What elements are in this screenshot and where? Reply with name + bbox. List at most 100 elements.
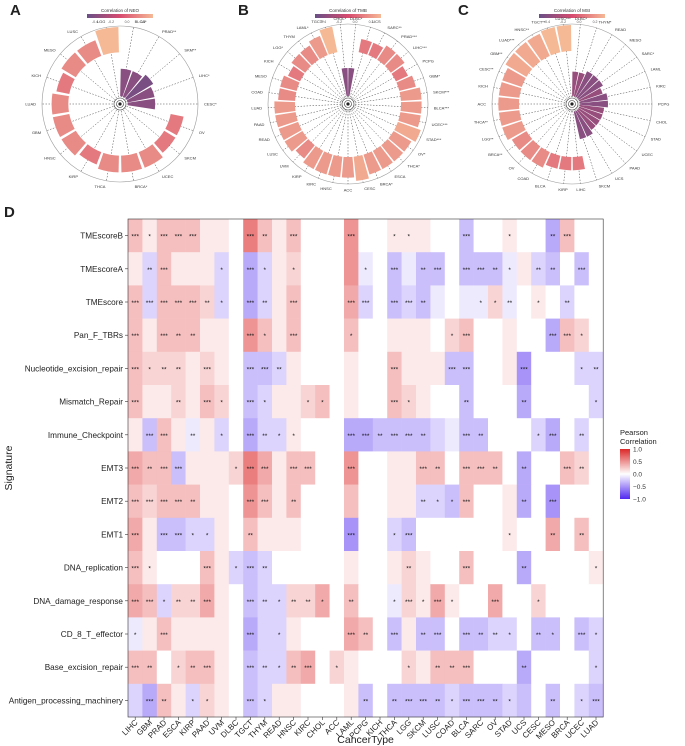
heatmap-significance-label: * [480, 300, 483, 307]
heatmap-cell [588, 584, 604, 618]
heatmap-significance-label: *** [563, 333, 571, 340]
heatmap-significance-label: *** [175, 300, 183, 307]
heatmap-cell [416, 219, 431, 253]
radial-c-bar [573, 72, 585, 97]
radial-b-category-label: LUAD [251, 106, 262, 111]
radial-b-bar [377, 45, 396, 66]
heatmap-cell [300, 418, 316, 452]
heatmap-cell [372, 252, 388, 286]
heatmap-significance-label: *** [131, 366, 139, 373]
heatmap-significance-label: *** [463, 665, 471, 672]
heatmap-cell [214, 252, 230, 286]
heatmap-cell [128, 285, 143, 319]
radial-b-category-label: LIHC*** [413, 45, 427, 50]
heatmap-cell [243, 451, 258, 485]
heatmap-cell [459, 285, 474, 319]
radial-c-category-label: READ [615, 27, 626, 32]
radial-a-bar [79, 144, 102, 165]
radial-b-bar [396, 75, 416, 91]
heatmap-cell [531, 617, 546, 651]
heatmap-cell [185, 551, 201, 585]
heatmap-significance-label: *** [563, 466, 571, 473]
heatmap-cell [200, 385, 215, 419]
heatmap-cell [200, 351, 215, 386]
heatmap-significance-label: *** [347, 532, 355, 539]
heatmap-cell [488, 219, 503, 253]
heatmap-significance-label: ** [363, 698, 369, 705]
heatmap-cell [430, 351, 446, 386]
heatmap-cell [329, 584, 345, 618]
heatmap-cell [128, 418, 143, 452]
radial-b-category-label: READ [259, 137, 270, 142]
heatmap-cell [128, 650, 143, 685]
heatmap-cell [574, 517, 590, 552]
heatmap-cell [171, 551, 186, 585]
heatmap-cell [257, 650, 273, 685]
heatmap-cell [257, 318, 273, 353]
heatmap-cell [473, 551, 489, 585]
heatmap-cell [243, 318, 258, 353]
radial-b-category-label: CESC [364, 186, 375, 191]
radial-c-bar [498, 97, 520, 111]
heatmap-cell [272, 252, 287, 286]
heatmap-significance-label: *** [592, 698, 600, 705]
heatmap-cell [142, 219, 158, 253]
heatmap-cell [286, 517, 302, 552]
heatmap-cell [243, 484, 258, 519]
radial-a-category-label: BLCA* [135, 19, 147, 24]
heatmap-cell [531, 484, 546, 519]
heatmap-significance-label: * [321, 599, 324, 606]
heatmap-cell [286, 219, 302, 253]
heatmap-significance-label: *** [549, 433, 557, 440]
radial-c-category-label: UCEC [642, 152, 653, 157]
heatmap-cell [387, 683, 402, 718]
heatmap-cell [344, 484, 359, 519]
heatmap-significance-label: *** [261, 499, 269, 506]
heatmap-cell [430, 219, 446, 253]
heatmap-cell [560, 252, 575, 286]
heatmap-cell [444, 385, 460, 419]
heatmap-significance-label: *** [391, 366, 399, 373]
heatmap-cell [473, 484, 489, 519]
heatmap-significance-label: ** [176, 400, 182, 407]
heatmap-cell [372, 617, 388, 651]
heatmap-cell [545, 584, 561, 618]
heatmap-cell [416, 484, 431, 519]
radial-c-category-label: THCA** [474, 119, 488, 124]
heatmap-cell [444, 584, 460, 618]
heatmap-cell [372, 584, 388, 618]
heatmap-cell [444, 451, 460, 485]
panel-letter-b: B [238, 2, 249, 19]
heatmap-cell [416, 617, 431, 651]
heatmap-cell [171, 285, 186, 319]
heatmap-cell [243, 252, 258, 286]
heatmap-cell [430, 517, 446, 552]
heatmap-cell [214, 285, 230, 319]
heatmap-significance-label: * [408, 234, 411, 241]
heatmap-cell [459, 683, 474, 718]
heatmap-cell [228, 650, 244, 685]
radial-b-bar [348, 68, 355, 97]
heatmap-cell [430, 650, 446, 685]
heatmap-significance-label: *** [477, 267, 485, 274]
radial-b-category-label: BRCA* [380, 181, 393, 186]
heatmap-cell [488, 484, 503, 519]
heatmap-cell [473, 418, 489, 452]
heatmap-significance-label: ** [521, 499, 527, 506]
heatmap-cell [588, 418, 604, 452]
radial-c-category-label: LGG** [482, 136, 494, 141]
heatmap-significance-label: ** [550, 267, 556, 274]
heatmap-cell [387, 451, 402, 485]
radial-c-legend-title: Correlation of MSI [554, 8, 590, 13]
heatmap-significance-label: *** [391, 632, 399, 639]
heatmap-cell [372, 650, 388, 685]
heatmap-significance-label: *** [131, 333, 139, 340]
heatmap-cell [142, 351, 158, 386]
heatmap-significance-label: *** [391, 433, 399, 440]
heatmap-significance-label: *** [347, 632, 355, 639]
heatmap-cell [344, 617, 359, 651]
heatmap-significance-label: *** [391, 400, 399, 407]
heatmap-cell [516, 584, 532, 618]
heatmap-significance-label: *** [491, 599, 499, 606]
radial-a-category-label: UCEC [162, 174, 173, 179]
